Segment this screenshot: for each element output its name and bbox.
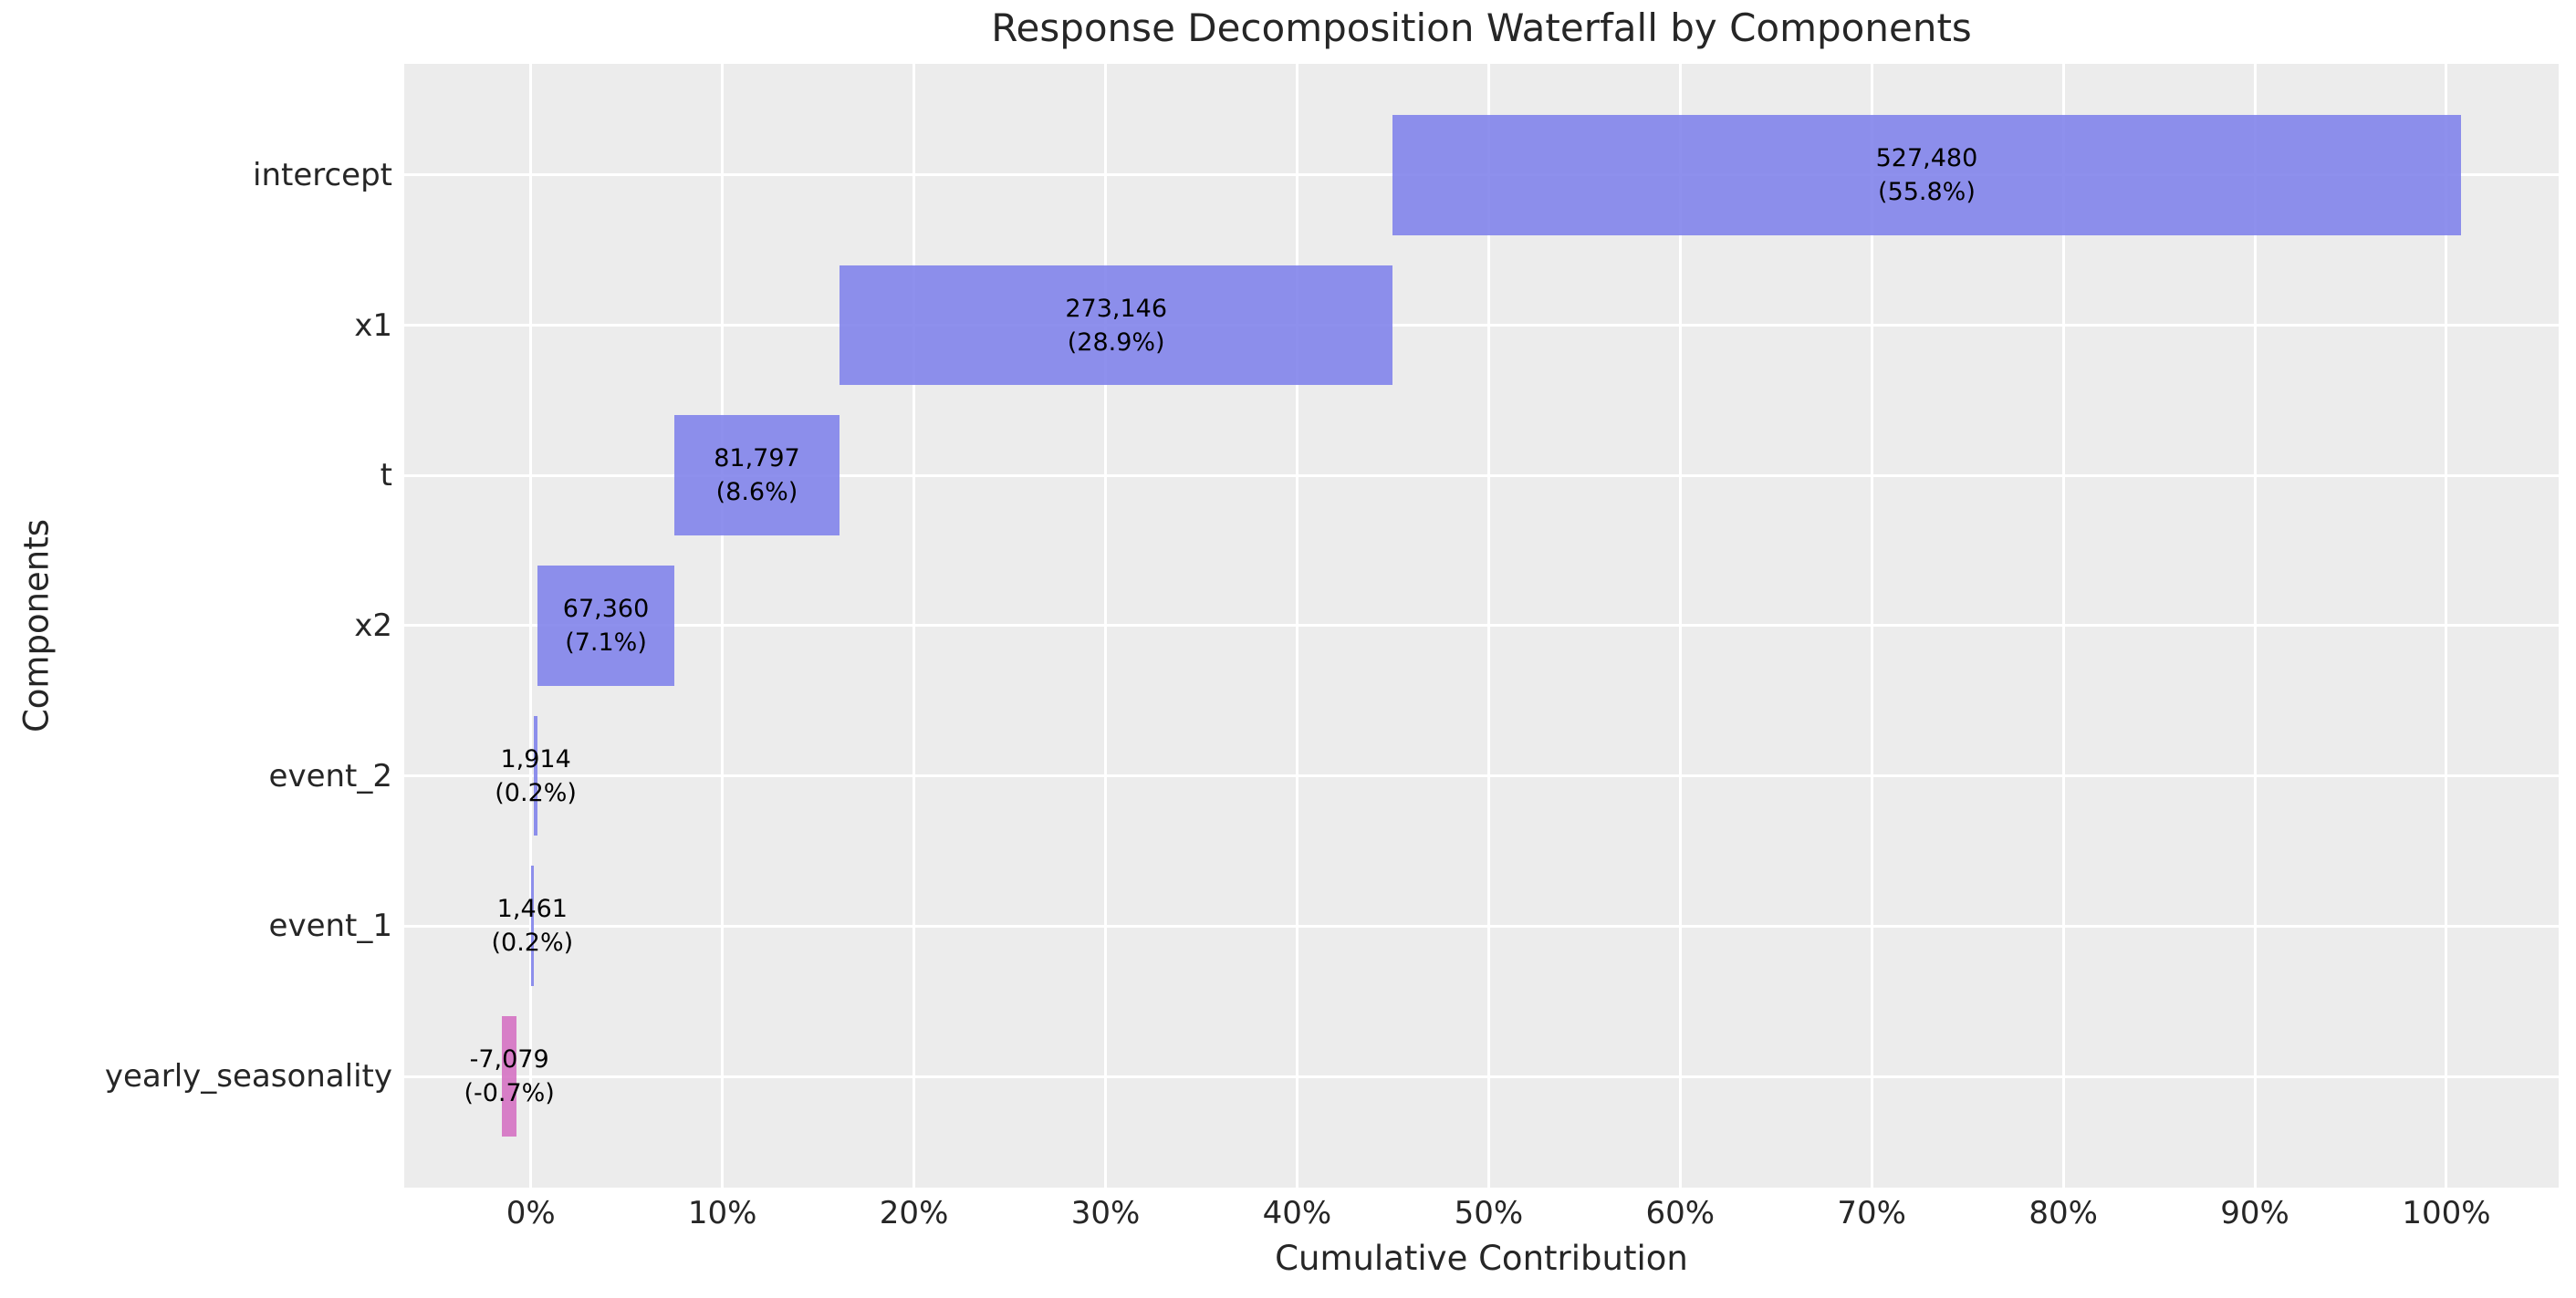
bar-pct-event_1: (0.2%) <box>491 929 574 958</box>
x-tick-label-90: 90% <box>2220 1195 2289 1231</box>
gridline-horizontal-event_1 <box>404 924 2559 928</box>
bar-yearly_seasonality <box>502 1016 516 1137</box>
bar-pct-x2: (7.1%) <box>565 628 647 657</box>
bar-label-yearly_seasonality: -7,079 (-0.7%) <box>464 1043 554 1110</box>
x-tick-label-60: 60% <box>1645 1195 1716 1231</box>
bar-t <box>673 415 840 536</box>
bar-pct-yearly_seasonality: (-0.7%) <box>464 1079 555 1107</box>
x-axis-title: Cumulative Contribution <box>1275 1239 1688 1278</box>
x-tick-label-100: 100% <box>2402 1195 2491 1231</box>
plot-area: 527,480 (55.8%) 273,146 (28.9%) 81,797 (8.6%)… <box>404 64 2559 1188</box>
y-tick-label-event_1: event_1 <box>268 908 392 945</box>
bar-label-t: 81,797 (8.6%) <box>714 441 799 509</box>
gridline-horizontal-event_2 <box>404 774 2559 778</box>
x-tick-label-70: 70% <box>1837 1195 1906 1231</box>
bar-event_2 <box>533 715 538 836</box>
y-tick-label-t: t <box>380 457 392 494</box>
bar-label-intercept: 527,480 (55.8%) <box>1876 141 1978 209</box>
bar-value-t: 81,797 <box>714 444 800 473</box>
y-tick-label-yearly_seasonality: yearly_seasonality <box>104 1058 392 1095</box>
bar-pct-x1: (28.9%) <box>1067 327 1165 357</box>
bar-x1 <box>840 265 1393 386</box>
x-tick-label-40: 40% <box>1262 1195 1332 1231</box>
gridline-horizontal-yearly_seasonality <box>404 1075 2559 1078</box>
bar-pct-t: (8.6%) <box>715 478 798 507</box>
bar-value-event_2: 1,914 <box>500 744 571 774</box>
x-tick-label-80: 80% <box>2028 1195 2098 1231</box>
chart-title: Response Decomposition Waterfall by Comp… <box>991 5 1972 50</box>
x-tick-label-50: 50% <box>1454 1195 1524 1231</box>
bar-value-x1: 273,146 <box>1065 294 1167 323</box>
bar-label-x1: 273,146 (28.9%) <box>1065 292 1167 359</box>
bar-value-event_1: 1,461 <box>496 895 568 924</box>
gridline-horizontal-x1 <box>404 324 2559 327</box>
x-tick-label-20: 20% <box>879 1195 949 1231</box>
bar-pct-intercept: (55.8%) <box>1878 177 1976 206</box>
y-tick-label-event_2: event_2 <box>268 757 392 794</box>
bar-label-x2: 67,360 (7.1%) <box>563 592 649 659</box>
gridline-horizontal-x2 <box>404 624 2559 628</box>
x-tick-label-30: 30% <box>1070 1195 1141 1231</box>
bar-x2 <box>537 566 674 686</box>
bar-value-intercept: 527,480 <box>1875 143 1978 172</box>
bar-label-event_2: 1,914 (0.2%) <box>495 742 577 810</box>
y-tick-label-x2: x2 <box>354 607 392 644</box>
bar-intercept <box>1392 114 2461 235</box>
y-tick-label-intercept: intercept <box>253 156 392 193</box>
x-tick-label-0: 0% <box>506 1195 556 1231</box>
bar-event_1 <box>530 866 534 987</box>
x-tick-label-10: 10% <box>687 1195 757 1231</box>
bar-value-yearly_seasonality: -7,079 <box>469 1045 549 1074</box>
y-tick-label-x1: x1 <box>354 306 392 344</box>
gridline-horizontal-t <box>404 473 2559 477</box>
bar-pct-event_2: (0.2%) <box>495 778 577 807</box>
bar-value-x2: 67,360 <box>562 594 650 623</box>
bar-label-event_1: 1,461 (0.2%) <box>491 892 573 960</box>
